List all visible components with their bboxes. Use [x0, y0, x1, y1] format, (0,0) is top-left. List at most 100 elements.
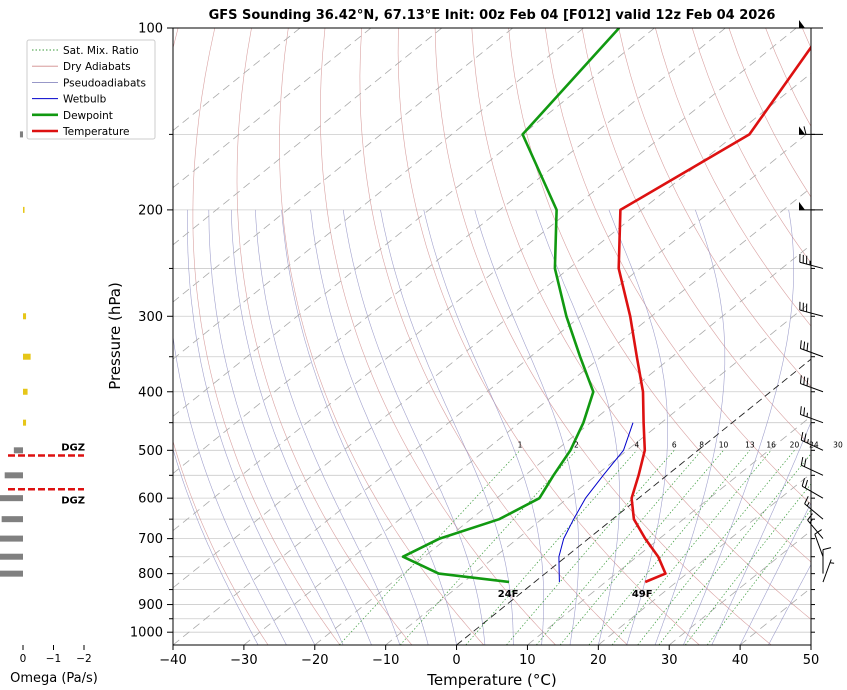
omega-panel: DGZ DGZ 0 −1 −2 [0, 131, 92, 665]
series-wetbulb [558, 422, 634, 583]
barb-full [803, 341, 806, 350]
barb-shaft [801, 464, 824, 476]
isotherm-line [385, 301, 811, 645]
pseudoadiabat [310, 209, 457, 645]
isotherm-line [527, 415, 811, 645]
y-tick-label: 300 [138, 310, 163, 325]
x-tick-label: 10 [519, 653, 536, 668]
barb-half [809, 519, 813, 524]
dry-adiabat [236, 28, 413, 645]
barb-shaft [801, 485, 824, 499]
mixing-ratio-line [611, 450, 772, 645]
isotherm-line [314, 244, 811, 645]
mixing-ratio-line [339, 450, 521, 645]
mixing-ratio-labels: 1246810131620243036 [518, 440, 843, 449]
plot-area [173, 28, 847, 645]
y-axis-label: Pressure (hPa) [106, 282, 124, 390]
pseudoadiabat [608, 209, 668, 645]
pseudoadiabat [739, 502, 811, 645]
pseudoadiabat [281, 209, 429, 645]
legend-box [26, 39, 156, 140]
series-dewpoint [401, 28, 621, 584]
mixing-ratio-line [637, 450, 795, 645]
legend: Sat. Mix. Ratio Dry Adiabats Pseudoadiabat… [26, 39, 156, 140]
barb-flag [799, 20, 805, 28]
wind-barb [801, 478, 824, 499]
y-tick-label: 200 [138, 203, 163, 218]
omega-bar [23, 353, 31, 360]
mixing-ratio-lines [339, 450, 811, 645]
dry-adiabat [618, 28, 811, 388]
barb-full [799, 340, 802, 349]
legend-entry: Temperature [62, 126, 130, 138]
barb-full [814, 529, 822, 535]
wind-barb [822, 547, 832, 574]
dry-adiabat [691, 28, 811, 264]
omega-tick-label: −2 [76, 653, 91, 665]
legend-entry: Dewpoint [63, 110, 113, 122]
omega-bar [4, 472, 23, 479]
barb-flag [799, 126, 805, 135]
isotherm-line [739, 587, 811, 645]
barb-shaft [807, 519, 824, 539]
isotherm-line [243, 187, 811, 645]
y-tick-label: 400 [138, 385, 163, 400]
dry-adiabat [192, 28, 341, 645]
barb-full [806, 342, 809, 351]
y-tick-label: 500 [138, 444, 163, 459]
omega-bar [13, 447, 23, 454]
plot-frame [172, 27, 812, 646]
barb-full [803, 433, 807, 442]
x-tick-label: −20 [301, 653, 328, 668]
dgz-label: DGZ [61, 443, 85, 454]
wind-barb [799, 340, 824, 358]
barb-shaft [801, 439, 824, 451]
series-temperature [617, 45, 811, 584]
barb-shaft [804, 503, 824, 520]
barb-shaft [799, 261, 824, 269]
barb-full [803, 126, 807, 135]
barb-full [807, 513, 813, 521]
wind-barb [822, 559, 835, 583]
wind-barb [799, 406, 824, 424]
surface-annotations: 24F 49F [498, 589, 653, 600]
barb-full [803, 407, 806, 416]
wind-barb [799, 201, 823, 211]
y-tick-label: 800 [138, 567, 163, 582]
barb-shaft [814, 533, 824, 557]
temperature-surface-label: 49F [632, 589, 653, 600]
x-tick-label: −30 [230, 653, 257, 668]
mixing-ratio-line [465, 450, 638, 645]
barb-full [799, 406, 802, 415]
axes: −40 −30 −20 −10 0 10 20 30 40 50 100 200 300 400 500 60… [130, 22, 819, 669]
x-tick-label: 50 [803, 653, 820, 668]
y-tick-label: 600 [138, 492, 163, 507]
isotherm-line [598, 472, 811, 645]
pseudoadiabat [683, 209, 794, 645]
dgz-label: DGZ [61, 495, 85, 506]
barb-full [806, 377, 809, 387]
y-tick-label: 100 [138, 22, 163, 37]
mixing-ratio-line [399, 450, 577, 645]
wind-barb [807, 513, 824, 539]
barb-shaft [800, 383, 824, 393]
pseudoadiabat [173, 447, 259, 645]
barb-shaft [800, 413, 824, 424]
mixing-ratio-line [588, 450, 751, 645]
isotherm-line [173, 28, 726, 475]
barb-half [807, 438, 809, 444]
omega-bar [0, 570, 23, 577]
legend-entry: Wetbulb [63, 94, 107, 106]
wind-barb [814, 529, 824, 557]
barb-full [803, 458, 807, 467]
barb-full [803, 376, 806, 385]
mixing-ratio-label: 16 [766, 440, 776, 449]
wind-barb [799, 253, 824, 269]
omega-tick-label: −1 [46, 653, 61, 665]
pseudoadiabat [208, 209, 344, 645]
x-tick-label: 40 [732, 653, 749, 668]
dry-adiabat [839, 28, 847, 645]
dry-adiabat [802, 28, 811, 49]
legend-entry: Pseudoadiabats [63, 77, 146, 89]
mixing-ratio-label: 13 [745, 440, 755, 449]
